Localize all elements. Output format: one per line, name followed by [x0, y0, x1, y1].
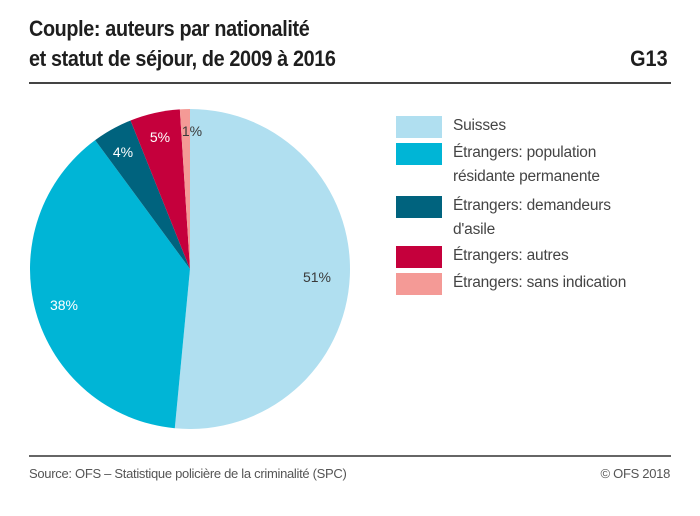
chart-title: Couple: auteurs par nationalité et statu…	[29, 14, 336, 74]
legend-label-line1: Étrangers: demandeurs	[453, 197, 611, 214]
legend-label-line1: Étrangers: population	[453, 144, 597, 161]
pie-label-autres: 5%	[150, 129, 170, 145]
pie-slice-population-residante	[29, 140, 190, 429]
chart-title-line1: Couple: auteurs par nationalité	[29, 16, 310, 41]
pie-slice-suisses	[174, 109, 350, 429]
pie-slice-demandeurs-asile	[95, 120, 190, 270]
legend-label: Étrangers: population résidante permanen…	[453, 141, 683, 189]
footer-copyright: © OFS 2018	[600, 466, 671, 481]
legend-swatch	[396, 273, 442, 295]
legend-label-line2: d'asile	[453, 221, 496, 238]
pie-label-demandeurs-asile: 4%	[113, 144, 133, 160]
pie-label-sans-indication: 1%	[182, 123, 202, 139]
legend-label: Suisses	[453, 117, 506, 134]
pie-slice-sans-indication	[179, 109, 190, 269]
legend-label: Étrangers: demandeurs d'asile	[453, 194, 683, 242]
header-rule	[29, 82, 671, 84]
chart-id: G13	[630, 46, 668, 71]
legend-swatch	[396, 116, 442, 138]
chart-title-line2: et statut de séjour, de 2009 à 2016	[29, 46, 336, 71]
pie-label-suisses: 51%	[303, 269, 331, 285]
legend-label-line2: résidante permanente	[453, 168, 600, 185]
footer-rule	[29, 455, 671, 457]
pie-label-population-residante: 38%	[50, 297, 78, 313]
footer-source: Source: OFS – Statistique policière de l…	[29, 466, 347, 481]
legend-label: Étrangers: autres	[453, 247, 569, 264]
legend-swatch	[396, 246, 442, 268]
legend-swatch	[396, 196, 442, 218]
pie-slice-autres	[130, 109, 190, 269]
legend-label: Étrangers: sans indication	[453, 274, 627, 291]
legend-swatch	[396, 143, 442, 165]
